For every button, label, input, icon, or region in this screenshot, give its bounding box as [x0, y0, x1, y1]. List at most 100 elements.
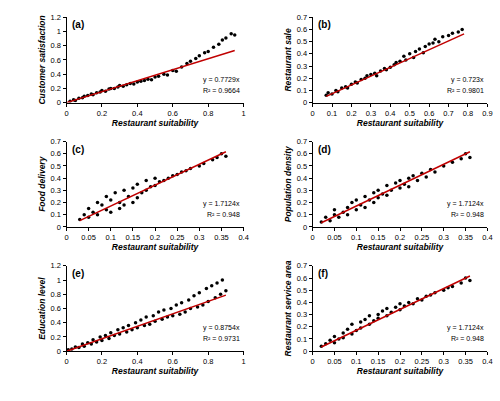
svg-text:0.7: 0.7	[297, 137, 307, 146]
svg-text:0.1: 0.1	[297, 335, 307, 344]
svg-text:0.2: 0.2	[297, 322, 307, 331]
svg-text:Restaurant sale: Restaurant sale	[283, 28, 293, 92]
svg-text:0.35: 0.35	[214, 233, 229, 242]
svg-text:1: 1	[242, 357, 246, 366]
svg-text:0.4: 0.4	[385, 109, 395, 118]
svg-text:0.2: 0.2	[97, 109, 107, 118]
svg-text:0.7: 0.7	[51, 137, 61, 146]
svg-text:0.4: 0.4	[297, 49, 307, 58]
svg-text:0.05: 0.05	[327, 233, 342, 242]
svg-text:0.4: 0.4	[51, 318, 61, 327]
svg-text:0.4: 0.4	[132, 357, 142, 366]
svg-text:0.5: 0.5	[297, 37, 307, 46]
svg-text:y = 0.8754x: y = 0.8754x	[203, 324, 240, 332]
svg-text:0.15: 0.15	[371, 233, 386, 242]
svg-text:1: 1	[57, 27, 61, 36]
svg-text:(c): (c)	[72, 144, 84, 155]
svg-text:0.3: 0.3	[297, 310, 307, 319]
svg-text:0.05: 0.05	[81, 233, 96, 242]
svg-text:0.1: 0.1	[351, 233, 361, 242]
svg-text:1.2: 1.2	[51, 261, 61, 270]
svg-text:(f): (f)	[318, 268, 328, 279]
svg-text:0.5: 0.5	[404, 109, 414, 118]
svg-text:0.35: 0.35	[458, 233, 473, 242]
svg-text:0.35: 0.35	[458, 357, 473, 366]
svg-text:0.6: 0.6	[51, 149, 61, 158]
svg-text:0.4: 0.4	[482, 357, 492, 366]
svg-text:0.6: 0.6	[51, 304, 61, 313]
svg-text:0: 0	[64, 357, 68, 366]
svg-text:0.2: 0.2	[297, 74, 307, 83]
svg-text:0.7: 0.7	[297, 261, 307, 270]
svg-text:R² = 0.9664: R² = 0.9664	[203, 87, 240, 94]
svg-text:Education level: Education level	[37, 277, 47, 340]
svg-text:1: 1	[57, 276, 61, 285]
svg-text:0.2: 0.2	[297, 198, 307, 207]
svg-text:0.15: 0.15	[126, 233, 141, 242]
svg-text:0.2: 0.2	[51, 333, 61, 342]
svg-text:0.8: 0.8	[51, 41, 61, 50]
svg-text:0.5: 0.5	[297, 162, 307, 171]
svg-text:0.4: 0.4	[482, 233, 492, 242]
svg-text:0.7: 0.7	[443, 109, 453, 118]
svg-text:0: 0	[64, 109, 68, 118]
svg-text:0.1: 0.1	[106, 233, 116, 242]
svg-text:Restaurant suitability: Restaurant suitability	[357, 118, 445, 128]
svg-text:Food delivery: Food delivery	[37, 155, 47, 212]
svg-text:(a): (a)	[72, 19, 84, 30]
svg-text:0.05: 0.05	[327, 357, 342, 366]
svg-text:0.2: 0.2	[51, 198, 61, 207]
svg-text:0.4: 0.4	[132, 109, 142, 118]
svg-text:0.3: 0.3	[297, 62, 307, 71]
svg-text:0.1: 0.1	[351, 357, 361, 366]
svg-text:0.2: 0.2	[150, 233, 160, 242]
svg-text:0.4: 0.4	[51, 174, 61, 183]
svg-text:0.8: 0.8	[51, 290, 61, 299]
svg-text:0.8: 0.8	[463, 109, 473, 118]
svg-text:y = 1.7124x: y = 1.7124x	[447, 324, 484, 332]
svg-text:Restaurant suitability: Restaurant suitability	[357, 242, 445, 252]
svg-text:0.3: 0.3	[194, 233, 204, 242]
svg-text:0.4: 0.4	[238, 233, 248, 242]
svg-text:Restaurant suitability: Restaurant suitability	[357, 366, 445, 376]
svg-text:(e): (e)	[72, 268, 84, 279]
svg-text:0.1: 0.1	[327, 109, 337, 118]
svg-text:0: 0	[57, 98, 61, 107]
svg-text:0.6: 0.6	[168, 109, 178, 118]
svg-text:0.6: 0.6	[297, 149, 307, 158]
svg-text:0.6: 0.6	[424, 109, 434, 118]
svg-text:Population density: Population density	[283, 145, 293, 222]
svg-text:0.2: 0.2	[395, 233, 405, 242]
svg-text:0.3: 0.3	[51, 186, 61, 195]
svg-text:0.15: 0.15	[371, 357, 386, 366]
svg-text:0: 0	[311, 233, 315, 242]
svg-text:0: 0	[57, 223, 61, 232]
svg-text:0.7: 0.7	[297, 13, 307, 22]
svg-text:0.3: 0.3	[297, 186, 307, 195]
svg-text:(b): (b)	[318, 19, 331, 30]
svg-text:0.8: 0.8	[203, 109, 213, 118]
svg-text:0.2: 0.2	[97, 357, 107, 366]
svg-text:y = 1.7124x: y = 1.7124x	[203, 200, 240, 208]
svg-text:0: 0	[303, 98, 307, 107]
svg-text:R² = 0.948: R² = 0.948	[451, 335, 484, 342]
svg-text:0.8: 0.8	[203, 357, 213, 366]
svg-text:(d): (d)	[318, 144, 331, 155]
svg-text:0: 0	[311, 109, 315, 118]
svg-text:y = 0.723x: y = 0.723x	[451, 76, 484, 84]
svg-text:0: 0	[311, 357, 315, 366]
svg-text:Restaurant suitability: Restaurant suitability	[112, 366, 200, 376]
svg-text:0: 0	[303, 347, 307, 356]
svg-text:0: 0	[303, 223, 307, 232]
svg-text:0.4: 0.4	[297, 174, 307, 183]
svg-text:0.2: 0.2	[346, 109, 356, 118]
svg-text:R² = 0.9801: R² = 0.9801	[447, 87, 484, 94]
svg-text:0.6: 0.6	[297, 25, 307, 34]
svg-text:0.4: 0.4	[297, 298, 307, 307]
svg-text:0.25: 0.25	[415, 357, 430, 366]
svg-text:0.3: 0.3	[366, 109, 376, 118]
svg-text:1.2: 1.2	[51, 13, 61, 22]
svg-text:0.1: 0.1	[297, 210, 307, 219]
svg-text:0.25: 0.25	[170, 233, 185, 242]
svg-text:0: 0	[64, 233, 68, 242]
